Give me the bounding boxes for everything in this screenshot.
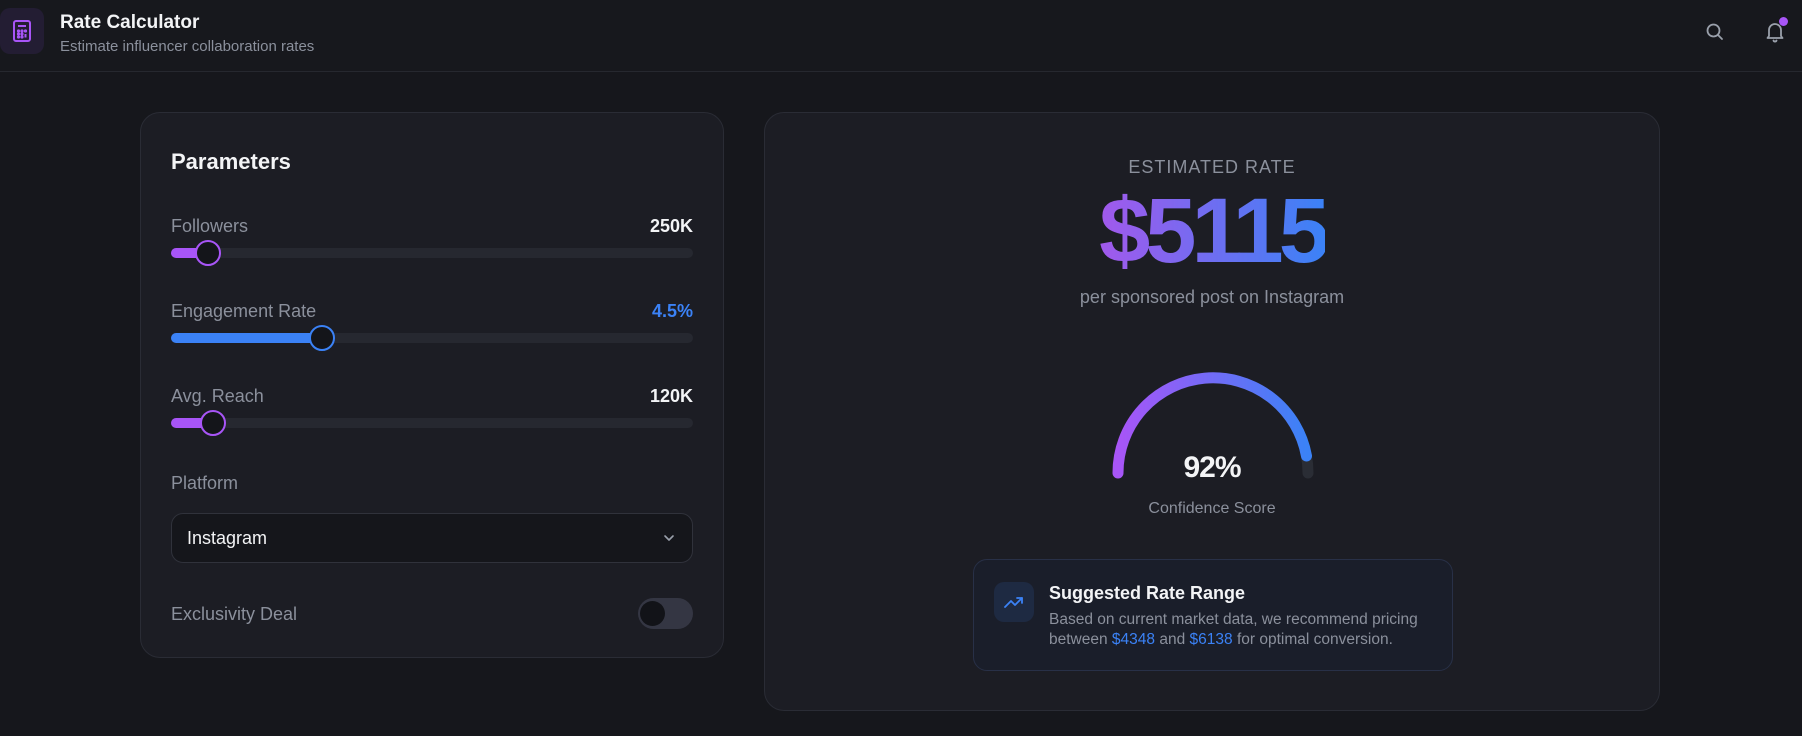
app-subtitle: Estimate influencer collaboration rates — [60, 38, 315, 55]
range-low: $4348 — [1111, 631, 1156, 648]
exclusivity-label: Exclusivity Deal — [171, 604, 298, 624]
range-high: $6138 — [1189, 631, 1233, 648]
followers-value: 250K — [649, 216, 693, 236]
calculator-icon — [13, 20, 31, 42]
engagement-slider-thumb[interactable] — [309, 325, 336, 351]
platform-select[interactable]: Instagram — [171, 513, 693, 563]
search-icon — [1706, 23, 1723, 40]
reach-slider[interactable] — [171, 410, 693, 436]
reach-slider-thumb[interactable] — [199, 410, 226, 436]
followers-slider[interactable] — [171, 240, 693, 266]
reach-value: 120K — [649, 386, 693, 406]
platform-label: Platform — [171, 473, 239, 493]
suggested-range-box: Suggested Rate Range Based on current ma… — [973, 559, 1453, 671]
chevron-down-icon — [664, 535, 674, 541]
followers-slider-thumb[interactable] — [194, 240, 221, 266]
search-button[interactable] — [1701, 18, 1729, 46]
notification-badge — [1779, 17, 1788, 26]
result-card: ESTIMATED RATE $5115 per sponsored post … — [764, 112, 1660, 711]
top-bar: Rate Calculator Estimate influencer coll… — [0, 0, 1802, 72]
engagement-label: Engagement Rate — [171, 301, 317, 321]
confidence-gauge — [1112, 372, 1314, 479]
confidence-value: 92% — [1183, 451, 1241, 484]
app-title: Rate Calculator — [60, 12, 200, 33]
reach-label: Avg. Reach — [171, 386, 264, 406]
range-description: Based on current market data, we recomme… — [1049, 611, 1418, 648]
parameters-card: Parameters Followers 250K Engagement Rat… — [140, 112, 724, 658]
engagement-slider-fill — [171, 333, 323, 343]
estimated-rate-subtitle: per sponsored post on Instagram — [1079, 287, 1345, 307]
engagement-value: 4.5% — [651, 301, 693, 321]
followers-label: Followers — [171, 216, 249, 236]
exclusivity-toggle[interactable] — [638, 598, 693, 629]
notifications-button[interactable] — [1761, 17, 1789, 46]
bell-icon — [1766, 23, 1784, 43]
toggle-knob — [640, 601, 665, 626]
estimated-rate-value: $5115 — [1099, 180, 1330, 282]
range-icon-container — [994, 582, 1034, 622]
parameters-title: Parameters — [171, 149, 291, 174]
followers-slider-fill — [171, 248, 208, 258]
range-title: Suggested Rate Range — [1049, 583, 1246, 603]
app-logo — [0, 8, 44, 54]
trending-up-icon — [1004, 597, 1023, 608]
estimated-rate-label: ESTIMATED RATE — [1128, 157, 1296, 177]
reach-slider-fill — [171, 418, 213, 428]
confidence-label: Confidence Score — [1148, 500, 1276, 517]
engagement-slider[interactable] — [171, 325, 693, 351]
platform-selected-value: Instagram — [187, 528, 268, 548]
